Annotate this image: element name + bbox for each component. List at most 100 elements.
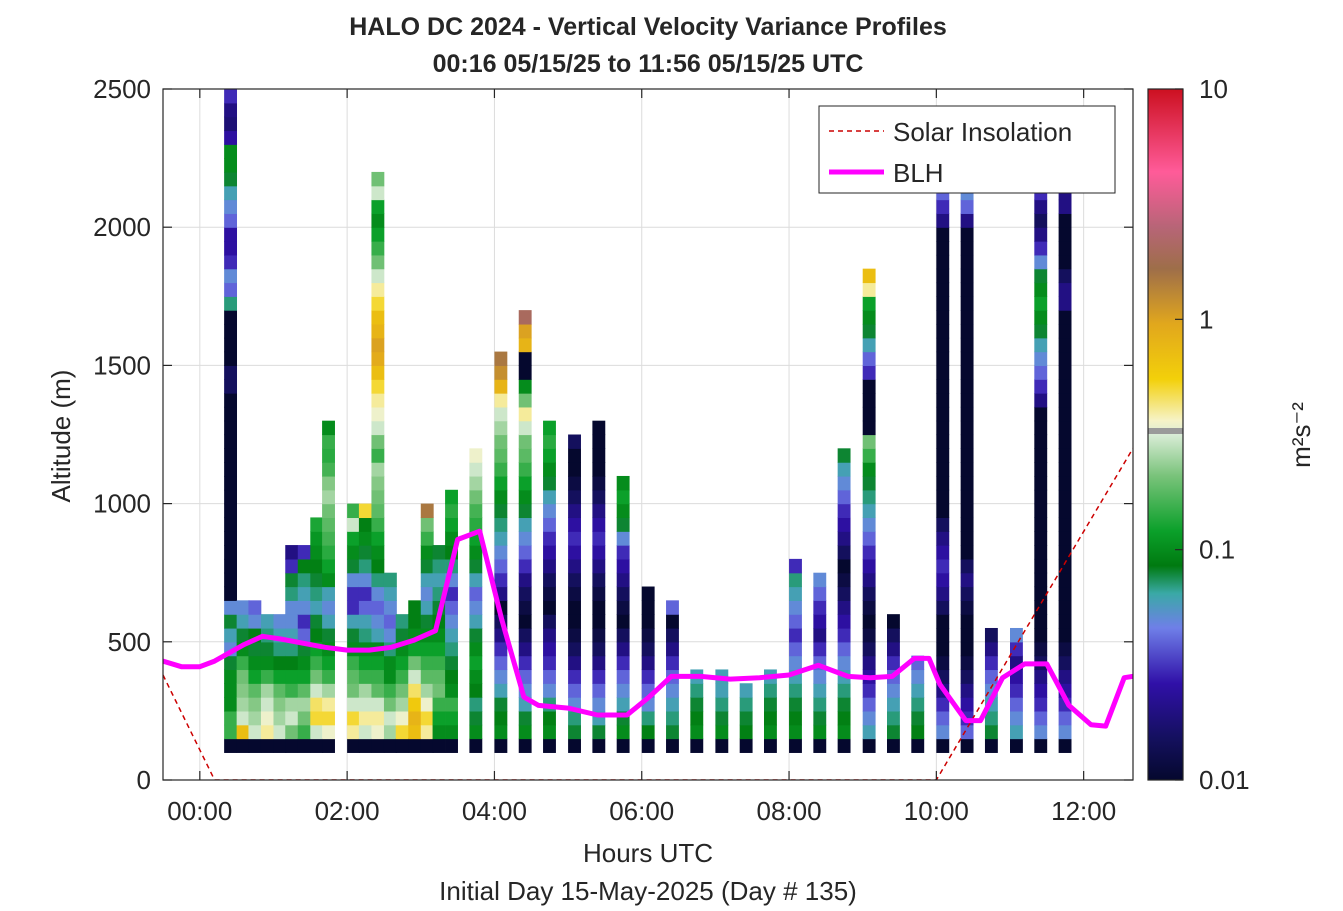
variance-cell bbox=[911, 724, 925, 740]
variance-cell bbox=[641, 724, 655, 740]
variance-cell bbox=[322, 586, 335, 601]
variance-cell bbox=[371, 296, 385, 311]
variance-cell bbox=[494, 462, 508, 477]
variance-cell bbox=[936, 641, 950, 657]
variance-cell bbox=[984, 710, 998, 726]
variance-cell bbox=[469, 710, 483, 726]
variance-cell bbox=[347, 738, 361, 753]
y-tick-label: 1500 bbox=[93, 350, 151, 380]
variance-cell bbox=[960, 545, 974, 560]
variance-cell bbox=[469, 669, 483, 684]
variance-cell bbox=[862, 434, 876, 449]
variance-cell bbox=[224, 241, 238, 256]
variance-cell bbox=[592, 697, 606, 712]
variance-cell bbox=[494, 489, 508, 505]
variance-cell bbox=[1034, 710, 1048, 726]
variance-cell bbox=[789, 724, 802, 740]
variance-cell bbox=[285, 558, 299, 574]
colorbar-frame bbox=[1147, 88, 1184, 781]
variance-cell bbox=[224, 683, 238, 698]
variance-cell bbox=[936, 337, 950, 353]
variance-cell bbox=[1034, 627, 1048, 643]
variance-cell bbox=[347, 683, 361, 698]
variance-cell bbox=[310, 600, 324, 615]
variance-cell bbox=[248, 600, 262, 615]
variance-cell bbox=[568, 462, 581, 477]
variance-cell bbox=[960, 503, 974, 519]
variance-cell bbox=[297, 738, 311, 753]
variance-cell bbox=[322, 600, 335, 615]
variance-cell bbox=[395, 724, 409, 740]
variance-cell bbox=[960, 558, 974, 574]
variance-cell bbox=[322, 710, 335, 726]
variance-cell bbox=[616, 697, 630, 712]
variance-cell bbox=[224, 158, 238, 173]
variance-cell bbox=[543, 614, 556, 629]
variance-cell bbox=[1058, 393, 1072, 408]
variance-cell bbox=[1058, 586, 1072, 601]
variance-cell bbox=[568, 710, 581, 726]
variance-cell bbox=[862, 517, 876, 532]
variance-cell bbox=[469, 641, 483, 657]
variance-cell bbox=[936, 199, 950, 214]
variance-cell bbox=[297, 724, 311, 740]
variance-cell bbox=[1058, 724, 1072, 740]
variance-cell bbox=[371, 600, 385, 615]
variance-cell bbox=[518, 448, 532, 463]
variance-cell bbox=[494, 351, 508, 366]
variance-cell bbox=[862, 572, 876, 588]
variance-cell bbox=[297, 683, 311, 698]
variance-cell bbox=[1034, 697, 1048, 712]
variance-cell bbox=[911, 710, 925, 726]
variance-cell bbox=[1058, 655, 1072, 671]
colorbar-tick-label: 10 bbox=[1199, 74, 1228, 104]
variance-cell bbox=[248, 738, 262, 753]
variance-cell bbox=[445, 586, 458, 601]
variance-cell bbox=[383, 614, 397, 629]
variance-cell bbox=[960, 697, 974, 712]
variance-cell bbox=[273, 614, 287, 629]
variance-cell bbox=[666, 655, 679, 671]
variance-cell bbox=[494, 448, 508, 463]
variance-cell bbox=[494, 641, 508, 657]
variance-cell bbox=[1058, 296, 1072, 311]
variance-cell bbox=[518, 669, 532, 684]
variance-cell bbox=[469, 586, 483, 601]
variance-cell bbox=[960, 448, 974, 463]
variance-cell bbox=[960, 586, 974, 601]
variance-cell bbox=[273, 669, 287, 684]
variance-cell bbox=[383, 710, 397, 726]
variance-cell bbox=[616, 586, 630, 601]
chart-title-line1: HALO DC 2024 - Vertical Velocity Varianc… bbox=[349, 13, 947, 41]
variance-cell bbox=[518, 724, 532, 740]
x-tick-label: 12:00 bbox=[1051, 796, 1116, 826]
variance-cell bbox=[285, 655, 299, 671]
variance-cell bbox=[420, 697, 434, 712]
variance-cell bbox=[420, 531, 434, 546]
variance-cell bbox=[260, 697, 274, 712]
variance-cell bbox=[224, 614, 238, 629]
variance-cell bbox=[936, 420, 950, 436]
variance-cell bbox=[936, 627, 950, 643]
variance-cell bbox=[273, 724, 287, 740]
variance-cell bbox=[395, 655, 409, 671]
variance-cell bbox=[592, 572, 606, 588]
variance-cell bbox=[837, 738, 851, 753]
variance-cell bbox=[1058, 282, 1072, 297]
variance-cell bbox=[690, 683, 704, 698]
variance-cell bbox=[616, 641, 630, 657]
variance-cell bbox=[568, 600, 581, 615]
variance-cell bbox=[960, 282, 974, 297]
variance-cell bbox=[494, 724, 508, 740]
variance-cell bbox=[420, 600, 434, 615]
variance-cell bbox=[358, 724, 372, 740]
variance-cell bbox=[641, 655, 655, 671]
variance-cell bbox=[371, 185, 385, 201]
solar-insolation-line bbox=[163, 447, 1133, 780]
variance-cell bbox=[862, 600, 876, 615]
variance-cell bbox=[764, 683, 777, 698]
variance-cell bbox=[543, 448, 556, 463]
variance-cell bbox=[1034, 268, 1048, 284]
variance-cell bbox=[862, 420, 876, 436]
variance-cell bbox=[764, 710, 777, 726]
